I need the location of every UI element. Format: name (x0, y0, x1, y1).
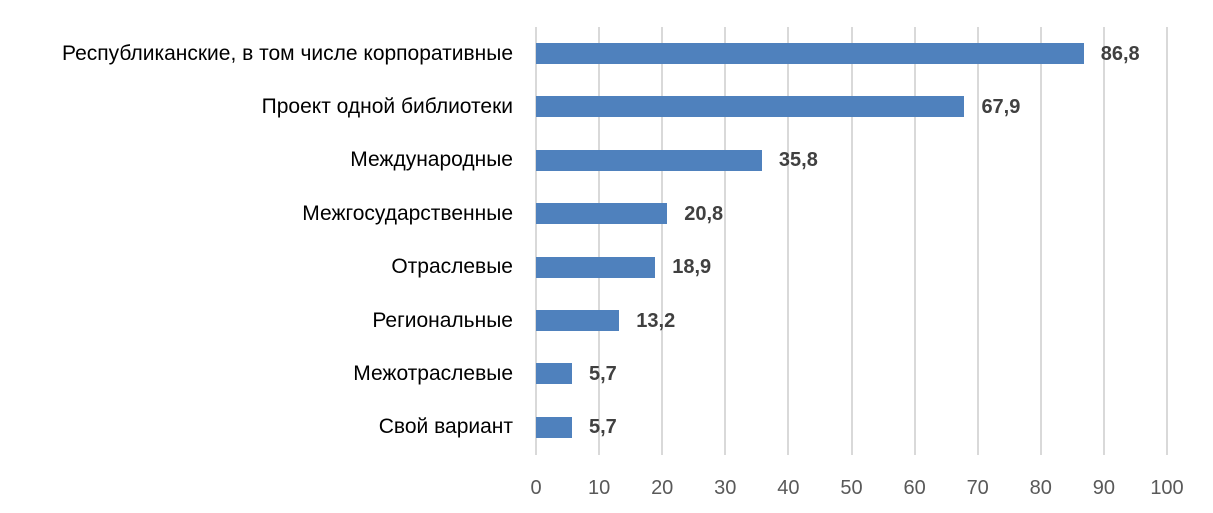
bar-value-label: 67,9 (981, 95, 1021, 118)
bar-value-label: 18,9 (672, 256, 712, 279)
bar (536, 416, 572, 438)
x-tick-label: 10 (587, 477, 611, 499)
bar (536, 256, 656, 278)
x-tick-label: 90 (1092, 477, 1116, 499)
gridline (976, 27, 979, 455)
category-label: Межотраслевые (353, 361, 513, 385)
x-tick-label: 0 (530, 477, 542, 499)
category-label: Межгосударственные (302, 201, 513, 225)
category-label: Международные (350, 148, 513, 172)
category-label: Республиканские, в том числе корпоративн… (62, 41, 513, 65)
x-tick-label: 60 (903, 477, 926, 499)
bar-value-label: 20,8 (684, 202, 724, 225)
x-tick-label: 50 (840, 477, 863, 499)
gridline (535, 27, 537, 455)
gridline (1102, 27, 1105, 455)
bar (536, 203, 668, 225)
x-tick-label: 30 (714, 477, 737, 499)
bar-value-label: 35,8 (778, 149, 818, 172)
gridline (598, 27, 601, 455)
category-label: Проект одной библиотеки (261, 94, 513, 118)
gridline (1166, 27, 1168, 455)
category-label: Региональные (372, 308, 513, 332)
x-tick-label: 70 (966, 477, 989, 499)
bar (536, 43, 1084, 64)
bar-value-label: 5,7 (588, 362, 617, 385)
gridline (850, 27, 853, 455)
x-tick-label: 20 (651, 477, 674, 499)
bar (536, 96, 965, 118)
gridline (724, 27, 727, 455)
bar-value-label: 86,8 (1100, 42, 1140, 65)
x-tick-label: 80 (1029, 477, 1052, 499)
x-tick-label: 40 (777, 477, 800, 499)
x-tick-label: 100 (1150, 477, 1184, 499)
gridline (661, 27, 664, 455)
gridline (1039, 27, 1042, 455)
bar (536, 310, 620, 331)
bar (536, 149, 762, 171)
bar-value-label: 13,2 (636, 309, 676, 332)
category-label: Отраслевые (391, 255, 513, 279)
gridline (913, 27, 916, 455)
category-label: Свой вариант (378, 415, 513, 439)
gridline (787, 27, 790, 455)
bar-value-label: 5,7 (588, 416, 617, 439)
bar (536, 363, 572, 385)
